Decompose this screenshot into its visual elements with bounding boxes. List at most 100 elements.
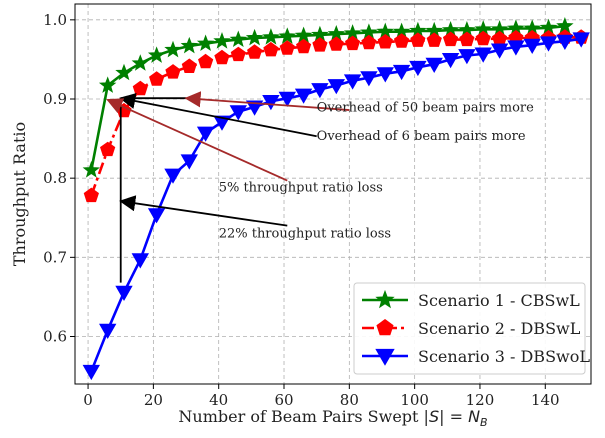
series-2-point	[100, 141, 116, 157]
series-3-point	[229, 105, 247, 121]
legend: Scenario 1 - CBSwL Scenario 2 - DBSwL Scen…	[353, 282, 590, 375]
series-1-point	[180, 36, 198, 54]
legend-label: Scenario 3 - DBSwoL	[418, 347, 590, 366]
series-2-point	[312, 37, 328, 52]
series-2-point	[377, 34, 393, 49]
series-3-point	[392, 64, 411, 81]
series-layer	[82, 17, 590, 381]
y-tick-label: 0.6	[43, 328, 67, 346]
legend-box	[353, 282, 586, 375]
axis-ticks: 0 20 40 60 80 100 120 140 0.6 0.7 0.8 0.9 1.0	[43, 11, 559, 409]
series-3-point	[343, 74, 362, 90]
series-1-point	[229, 30, 247, 48]
series-3-point	[556, 34, 574, 51]
series-1	[82, 17, 574, 178]
y-tick-label: 0.8	[43, 169, 67, 187]
series-2-point	[83, 187, 99, 203]
series-3-point	[490, 43, 509, 59]
series-2-point	[279, 40, 295, 55]
series-1-point	[196, 34, 215, 52]
series-1-point	[164, 40, 182, 58]
x-tick-label: 40	[209, 391, 228, 409]
legend-entry-3: Scenario 3 - DBSwoL	[362, 347, 590, 366]
x-tick-label: 120	[466, 391, 495, 409]
series-2-point	[181, 58, 197, 73]
series-2-point	[230, 46, 246, 62]
series-1-point	[213, 32, 231, 49]
series-2-point	[459, 31, 475, 47]
series-3-point	[572, 32, 590, 48]
series-2-point	[345, 35, 361, 51]
annotation-text-4: 22% throughput ratio loss	[219, 227, 391, 242]
series-1-point	[115, 63, 133, 81]
x-tick-label: 60	[274, 391, 293, 409]
series-2-point	[475, 30, 491, 46]
series-3	[82, 32, 590, 381]
series-2-point	[426, 32, 442, 47]
annotation-layer: Overhead of 50 beam pairs more Overhead o…	[106, 91, 534, 283]
legend-entry-2: Scenario 2 - DBSwL	[362, 319, 581, 338]
series-2-point	[214, 49, 230, 65]
series-3-point	[262, 95, 280, 111]
annotation-text-2: Overhead of 6 beam pairs more	[317, 129, 526, 144]
x-tick-label: 140	[531, 391, 560, 409]
series-1-point	[98, 76, 117, 93]
series-3-point	[441, 53, 460, 69]
series-2-point	[410, 32, 426, 47]
series-1-point	[278, 27, 296, 44]
x-tick-label: 0	[83, 391, 93, 409]
series-3-point	[458, 49, 476, 65]
series-3-point	[147, 208, 166, 224]
series-3-point	[311, 83, 329, 99]
series-3-point	[82, 364, 100, 381]
series-2-point	[132, 80, 148, 96]
series-3-point	[425, 57, 443, 74]
x-tick-label: 20	[144, 391, 163, 409]
series-2-point	[393, 33, 410, 48]
series-1-point	[82, 161, 100, 178]
series-3-point	[507, 40, 525, 56]
legend-swatch-marker	[375, 289, 395, 309]
annotation-arrow-2	[119, 93, 317, 138]
series-3-point	[131, 253, 149, 269]
series-2-point	[491, 30, 508, 46]
x-tick-label: 100	[400, 391, 429, 409]
series-3-point	[327, 79, 345, 95]
series-1-point	[245, 28, 264, 46]
series-3-point	[523, 38, 541, 55]
legend-label: Scenario 1 - CBSwL	[418, 291, 580, 310]
series-1-point	[147, 46, 166, 63]
series-3-point	[409, 60, 427, 77]
series-3-point	[164, 168, 182, 184]
y-axis-label: Throughput Ratio	[10, 122, 29, 266]
series-3-point	[474, 47, 492, 63]
plot-area-frame	[74, 3, 592, 385]
series-2-point	[149, 71, 165, 86]
series-2-point	[198, 53, 214, 69]
y-tick-label: 1.0	[43, 11, 67, 29]
legend-swatch-marker	[375, 348, 395, 366]
legend-label: Scenario 2 - DBSwL	[418, 319, 581, 338]
series-2-point	[296, 38, 312, 54]
annotation-arrow-1	[184, 91, 350, 111]
series-1-point	[262, 28, 280, 45]
series-3-point	[99, 323, 117, 340]
annotation-arrow-3	[106, 98, 288, 182]
series-2-point	[361, 34, 377, 50]
series-2-point	[165, 64, 181, 79]
annotation-text-1: Overhead of 50 beam pairs more	[317, 101, 534, 116]
series-3-point	[360, 71, 378, 87]
legend-entry-1: Scenario 1 - CBSwL	[362, 289, 580, 310]
legend-swatch-marker	[376, 319, 394, 336]
annotation-text-3: 5% throughput ratio loss	[219, 181, 383, 196]
x-axis-label: Number of Beam Pairs Swept |S| = NB	[178, 407, 487, 429]
series-2-point	[442, 31, 459, 47]
series-3-point	[180, 154, 198, 170]
y-tick-label: 0.9	[43, 90, 67, 108]
x-tick-label: 80	[340, 391, 359, 409]
series-2-point	[328, 36, 344, 51]
series-3-point	[245, 100, 264, 116]
series-3-point	[376, 67, 394, 83]
